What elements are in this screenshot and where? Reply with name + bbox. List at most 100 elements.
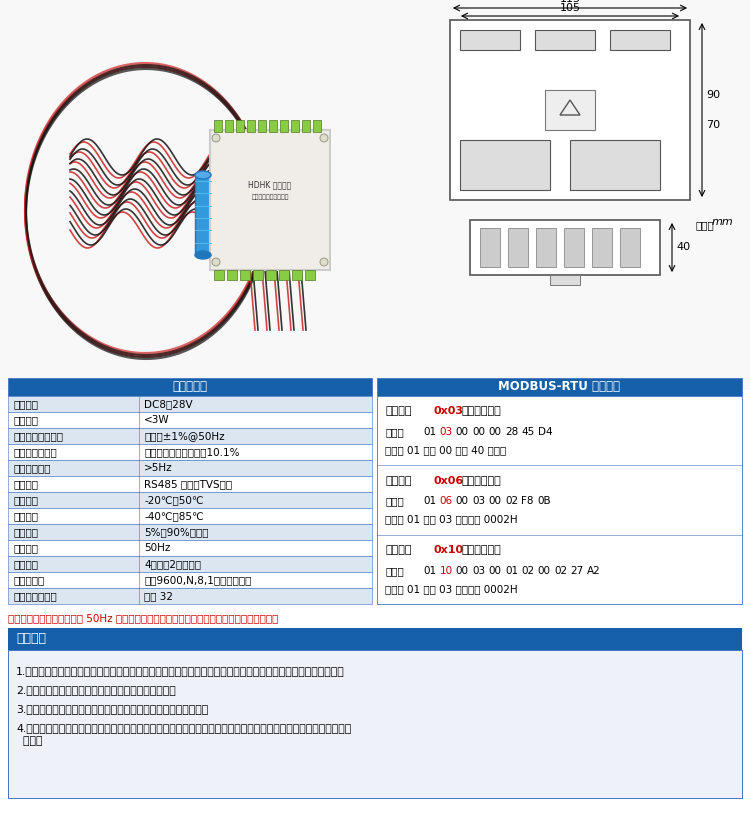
Text: D4: D4 bbox=[538, 427, 553, 437]
Text: 01: 01 bbox=[423, 566, 436, 575]
Bar bbox=[610, 30, 670, 50]
Circle shape bbox=[212, 258, 220, 266]
Text: 额定频率: 额定频率 bbox=[13, 543, 38, 553]
Text: 4.使用该产品时，请自行确认是否符合要求，对于本产品故障而可能引发机器故障或损失时，请自行设置后备及安全: 4.使用该产品时，请自行确认是否符合要求，对于本产品故障而可能引发机器故障或损失… bbox=[16, 723, 351, 733]
Text: 0x10: 0x10 bbox=[433, 545, 463, 555]
Text: mm: mm bbox=[712, 217, 734, 227]
Text: 00: 00 bbox=[456, 497, 469, 506]
Bar bbox=[236, 120, 244, 132]
Text: 工作湿度: 工作湿度 bbox=[13, 527, 38, 537]
Bar bbox=[570, 140, 660, 190]
Circle shape bbox=[320, 134, 328, 142]
Bar bbox=[8, 396, 372, 412]
Text: MODBUS-RTU 通信规约: MODBUS-RTU 通信规约 bbox=[499, 380, 620, 393]
Text: ，写单寄存器: ，写单寄存器 bbox=[461, 475, 501, 486]
Bar bbox=[8, 492, 372, 508]
Text: 注意事项: 注意事项 bbox=[16, 632, 46, 646]
Bar bbox=[195, 175, 211, 255]
Text: 1.只有具备一定的电气知识的操作人员才可以对产品进行接线等其他操作，如有使用不明的地方，请和询本公司。: 1.只有具备一定的电气知识的操作人员才可以对产品进行接线等其他操作，如有使用不明… bbox=[16, 666, 345, 676]
Bar bbox=[8, 508, 372, 524]
Text: 70: 70 bbox=[706, 120, 720, 130]
Text: 00: 00 bbox=[456, 566, 469, 575]
Text: 01: 01 bbox=[423, 427, 436, 437]
Text: 交流电流测量误差: 交流电流测量误差 bbox=[13, 431, 63, 441]
Bar bbox=[620, 228, 640, 267]
Bar bbox=[8, 540, 372, 556]
Text: 示例：: 示例： bbox=[385, 566, 404, 575]
Text: 通讯波特率: 通讯波特率 bbox=[13, 575, 44, 585]
Text: 注：以上参数仅适用于频率 50Hz 正弦波，其他波形可能需要降额使用，具体请联系本公司。: 注：以上参数仅适用于频率 50Hz 正弦波，其他波形可能需要降额使用，具体请联系… bbox=[8, 613, 278, 623]
Bar bbox=[8, 476, 372, 492]
Circle shape bbox=[320, 258, 328, 266]
Text: DC8～28V: DC8～28V bbox=[144, 399, 193, 409]
Text: 00: 00 bbox=[488, 497, 502, 506]
Bar bbox=[377, 378, 742, 396]
Bar bbox=[292, 270, 302, 280]
Bar bbox=[291, 120, 299, 132]
Text: ，读多寄存器: ，读多寄存器 bbox=[461, 406, 501, 416]
Bar bbox=[8, 524, 372, 540]
Text: 功能码：: 功能码： bbox=[385, 545, 412, 555]
Text: 3.保修期限自购买日期起一年内有效，人为损坏不在保修范围内。: 3.保修期限自购买日期起一年内有效，人为损坏不在保修范围内。 bbox=[16, 704, 208, 714]
Text: 电源电压: 电源电压 bbox=[13, 399, 38, 409]
Text: 工作温度: 工作温度 bbox=[13, 495, 38, 505]
Text: 典型值±1%@50Hz: 典型值±1%@50Hz bbox=[144, 431, 225, 441]
Text: 比例缩放前约为量程的10.1%: 比例缩放前约为量程的10.1% bbox=[144, 447, 239, 457]
Bar bbox=[8, 650, 742, 798]
Text: 45: 45 bbox=[521, 427, 535, 437]
Text: 00: 00 bbox=[472, 427, 485, 437]
Text: -40℃～85℃: -40℃～85℃ bbox=[144, 511, 204, 521]
Text: 从设备 01 地址 00 读取 40 字数据: 从设备 01 地址 00 读取 40 字数据 bbox=[385, 445, 506, 455]
Text: 5%～90%不结露: 5%～90%不结露 bbox=[144, 527, 208, 537]
Text: 03: 03 bbox=[472, 566, 485, 575]
Text: HDHK 汇点华科: HDHK 汇点华科 bbox=[248, 181, 292, 190]
Text: 115: 115 bbox=[560, 0, 580, 4]
Text: F8: F8 bbox=[521, 497, 534, 506]
Text: 00: 00 bbox=[538, 566, 550, 575]
Text: 示例：: 示例： bbox=[385, 427, 404, 437]
Bar bbox=[227, 270, 237, 280]
Text: 同一网络节点数: 同一网络节点数 bbox=[13, 591, 57, 601]
Bar bbox=[450, 20, 690, 200]
Bar bbox=[8, 572, 372, 588]
Text: ，写多寄存器: ，写多寄存器 bbox=[461, 545, 501, 555]
Text: 默认9600,N,8,1，可自行修改: 默认9600,N,8,1，可自行修改 bbox=[144, 575, 251, 585]
Bar bbox=[508, 228, 528, 267]
Text: 通信接口: 通信接口 bbox=[13, 479, 38, 489]
Bar bbox=[460, 30, 520, 50]
Bar bbox=[470, 220, 660, 275]
Text: 向设备 01 地址 03 写入数据 0002H: 向设备 01 地址 03 写入数据 0002H bbox=[385, 514, 518, 524]
Text: 02: 02 bbox=[521, 566, 535, 575]
Bar bbox=[240, 270, 250, 280]
Bar bbox=[550, 275, 580, 285]
Bar bbox=[8, 556, 372, 572]
Bar bbox=[214, 270, 224, 280]
Text: 03: 03 bbox=[440, 427, 452, 437]
Bar bbox=[536, 228, 556, 267]
Bar bbox=[258, 120, 266, 132]
Text: 02: 02 bbox=[554, 566, 567, 575]
Text: 01: 01 bbox=[505, 566, 518, 575]
Bar bbox=[302, 120, 310, 132]
Bar bbox=[280, 120, 288, 132]
Bar bbox=[8, 588, 372, 604]
Bar bbox=[313, 120, 321, 132]
Text: 功能码：: 功能码： bbox=[385, 406, 412, 416]
Bar bbox=[377, 396, 742, 604]
Ellipse shape bbox=[195, 171, 211, 179]
Bar bbox=[535, 30, 595, 50]
Text: 过载能力: 过载能力 bbox=[13, 559, 38, 569]
Text: 交流电流分辨率: 交流电流分辨率 bbox=[13, 447, 57, 457]
Text: 06: 06 bbox=[440, 497, 452, 506]
Text: 40: 40 bbox=[676, 242, 690, 252]
Bar bbox=[247, 120, 255, 132]
Bar bbox=[279, 270, 289, 280]
Bar bbox=[8, 378, 372, 396]
Text: 功能。: 功能。 bbox=[16, 736, 43, 746]
Text: RS485 隔离带TVS保护: RS485 隔离带TVS保护 bbox=[144, 479, 232, 489]
Bar bbox=[214, 120, 222, 132]
Text: 参数一览表: 参数一览表 bbox=[172, 380, 208, 393]
Bar bbox=[253, 270, 263, 280]
Text: >5Hz: >5Hz bbox=[144, 463, 172, 473]
Bar bbox=[8, 428, 372, 444]
